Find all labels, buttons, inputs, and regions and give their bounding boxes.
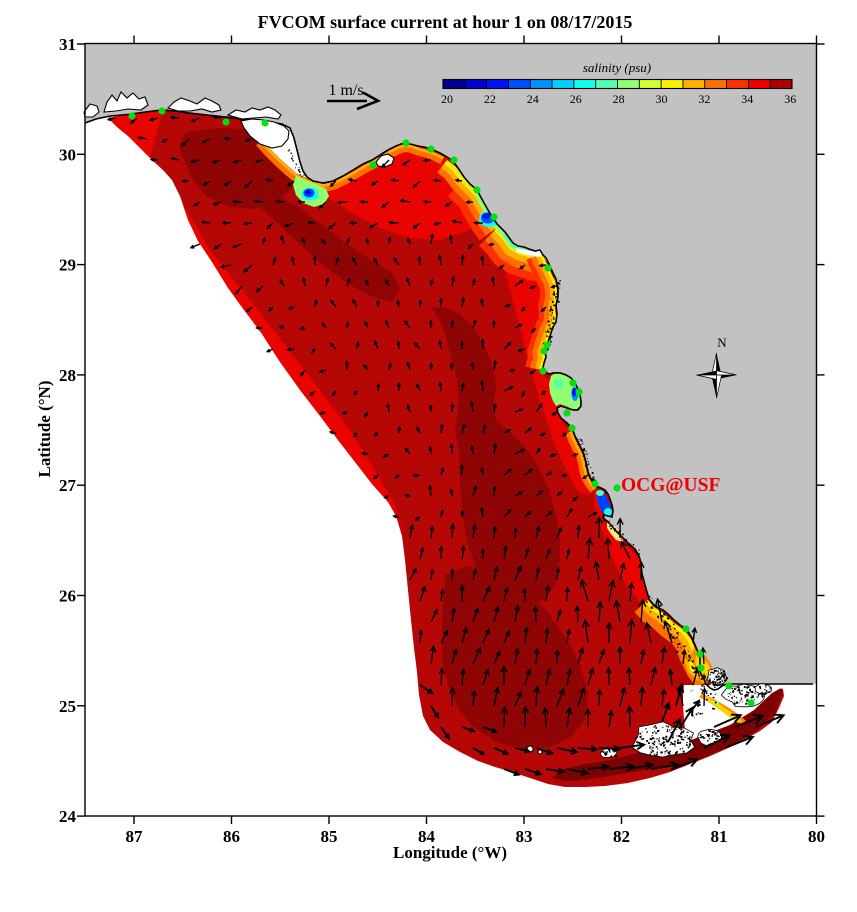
svg-text:salinity (psu): salinity (psu)	[583, 60, 651, 75]
svg-text:26: 26	[570, 92, 582, 106]
svg-text:Latitude (°N): Latitude (°N)	[35, 381, 54, 478]
svg-text:86: 86	[223, 827, 240, 846]
svg-text:30: 30	[656, 92, 668, 106]
svg-text:84: 84	[418, 827, 436, 846]
svg-text:80: 80	[808, 827, 825, 846]
svg-text:24: 24	[59, 807, 77, 826]
svg-text:32: 32	[698, 92, 710, 106]
svg-text:OCG@USF: OCG@USF	[621, 475, 720, 496]
svg-text:36: 36	[784, 92, 796, 106]
svg-text:N: N	[717, 335, 727, 350]
svg-text:85: 85	[321, 827, 338, 846]
svg-text:28: 28	[613, 92, 625, 106]
svg-text:27: 27	[59, 476, 77, 495]
svg-text:25: 25	[59, 697, 76, 716]
svg-text:1 m/s: 1 m/s	[328, 82, 363, 99]
svg-text:34: 34	[741, 92, 753, 106]
svg-text:FVCOM surface current at hour: FVCOM surface current at hour 1 on 08/17…	[258, 12, 633, 32]
svg-text:22: 22	[484, 92, 496, 106]
svg-text:26: 26	[59, 587, 76, 606]
svg-text:31: 31	[59, 35, 76, 54]
svg-text:82: 82	[613, 827, 630, 846]
svg-text:24: 24	[527, 92, 539, 106]
svg-text:30: 30	[59, 145, 76, 164]
svg-text:Longitude (°W): Longitude (°W)	[393, 843, 507, 862]
svg-text:28: 28	[59, 366, 76, 385]
svg-text:87: 87	[126, 827, 144, 846]
svg-text:20: 20	[441, 92, 453, 106]
svg-text:29: 29	[59, 256, 76, 275]
svg-text:81: 81	[711, 827, 728, 846]
svg-text:83: 83	[516, 827, 533, 846]
